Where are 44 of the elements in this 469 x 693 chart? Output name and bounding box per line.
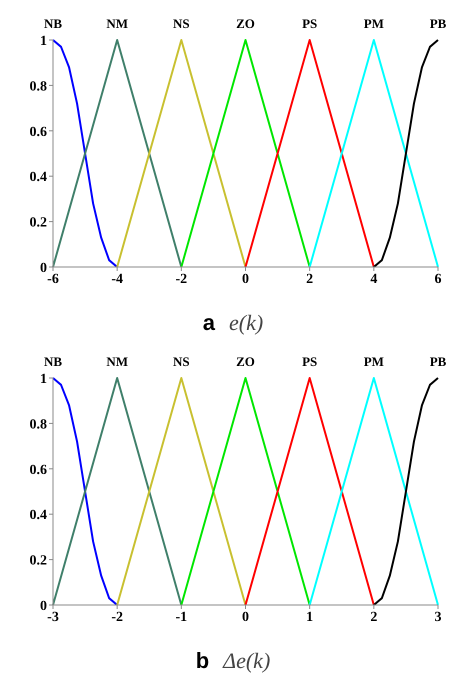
y-tick-label: 0.8 [30,79,47,94]
y-tick-label: 0.6 [30,462,47,478]
y-tick-label: 0 [40,260,47,276]
series-label: PB [430,354,447,369]
x-tick-label: 6 [434,272,442,287]
y-tick-label: 0.2 [30,554,47,569]
series-label: ZO [236,16,255,31]
x-tick-label: -4 [111,272,124,287]
x-tick-label: 0 [242,610,249,625]
y-tick-label: 0.2 [30,216,47,231]
y-tick-label: 0.4 [30,170,47,186]
series-label: NM [106,354,128,369]
y-tick-label: 1 [40,34,47,49]
y-tick-label: 0.4 [30,508,47,524]
series-label: PS [302,16,318,31]
x-tick-label: -2 [111,610,124,625]
series-label: NB [44,354,62,369]
x-axis-title: b Δe(k) [196,648,270,673]
line-series [372,39,439,268]
x-tick-label: 3 [434,610,442,625]
x-tick-label: 2 [306,272,314,287]
line-series [372,377,439,606]
y-tick-label: 0 [40,598,47,614]
series-label: PB [430,16,447,31]
series-label: NM [106,16,128,31]
x-tick-label: -6 [47,272,59,287]
x-tick-label: 4 [370,272,378,287]
y-tick-label: 0.6 [30,124,47,140]
series-label: PM [364,354,384,369]
x-tick-label: -2 [175,272,188,287]
series-label: NS [173,16,190,31]
y-tick-label: 0.8 [30,417,47,432]
x-tick-label: 1 [306,610,314,625]
series-label: PS [302,354,318,369]
series-label: NB [44,16,62,31]
x-axis-title: a e(k) [202,310,264,335]
series-label: NS [173,354,190,369]
x-tick-label: -1 [175,610,188,625]
x-tick-label: 0 [242,272,249,287]
y-tick-label: 1 [40,372,47,387]
x-tick-label: -3 [47,610,59,625]
series-label: ZO [236,354,255,369]
series-label: PM [364,16,384,31]
x-tick-label: 2 [370,610,378,625]
